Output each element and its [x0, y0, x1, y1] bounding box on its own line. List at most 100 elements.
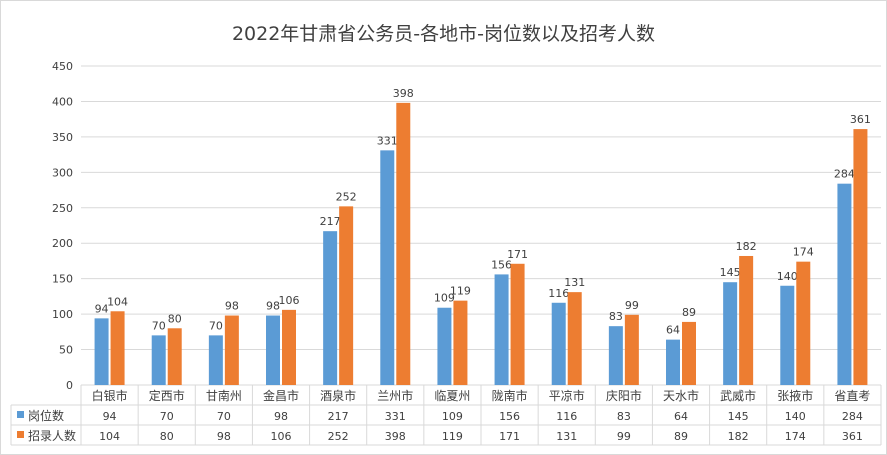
bar-recruits	[167, 328, 182, 385]
bar-positions	[323, 231, 338, 385]
table-value: 80	[160, 430, 174, 443]
bar-recruits	[510, 263, 525, 385]
bar-recruits	[224, 315, 239, 385]
y-tick-label: 400	[52, 95, 73, 108]
data-label: 94	[95, 302, 109, 315]
category-label: 陇南市	[492, 388, 528, 403]
table-value: 99	[617, 430, 631, 443]
y-tick-label: 150	[52, 273, 73, 286]
bar-positions	[780, 285, 795, 385]
category-label: 平凉市	[549, 388, 585, 403]
category-label: 白银市	[92, 388, 128, 403]
table-value: 331	[385, 410, 406, 423]
data-label: 145	[720, 266, 741, 279]
table-value: 156	[499, 410, 520, 423]
data-label: 361	[850, 113, 871, 126]
table-value: 182	[728, 430, 749, 443]
bar-recruits	[682, 321, 696, 385]
table-value: 252	[328, 430, 349, 443]
data-label: 119	[450, 285, 471, 298]
bar-positions	[551, 302, 566, 385]
data-label: 104	[107, 295, 128, 308]
data-label: 284	[834, 168, 855, 181]
category-label: 金昌市	[263, 388, 299, 403]
table-value: 171	[499, 430, 520, 443]
y-tick-label: 450	[52, 60, 73, 73]
data-label: 98	[225, 300, 239, 313]
table-value: 131	[556, 430, 577, 443]
data-label: 156	[491, 258, 512, 271]
data-label: 98	[266, 300, 280, 313]
category-label: 酒泉市	[320, 388, 356, 403]
y-tick-label: 300	[52, 166, 73, 179]
table-value: 94	[103, 410, 117, 423]
bar-positions	[380, 150, 395, 385]
bar-positions	[666, 339, 680, 385]
data-label: 106	[279, 294, 300, 307]
table-value: 119	[442, 430, 463, 443]
table-value: 64	[674, 410, 688, 423]
table-value: 106	[271, 430, 292, 443]
bar-recruits	[396, 102, 411, 386]
table-value: 83	[617, 410, 631, 423]
chart-title: 2022年甘肃省公务员-各地市-岗位数以及招考人数	[231, 23, 656, 45]
y-tick-label: 50	[59, 344, 73, 357]
data-label: 116	[548, 287, 569, 300]
data-label: 80	[168, 312, 182, 325]
bar-recruits	[739, 255, 754, 385]
bar-positions	[151, 335, 166, 385]
data-label: 64	[666, 324, 680, 337]
legend-label: 岗位数	[28, 408, 64, 423]
table-value: 116	[556, 410, 577, 423]
data-label: 109	[434, 292, 455, 305]
bar-recruits	[853, 129, 868, 385]
table-value: 145	[728, 410, 749, 423]
data-label: 70	[209, 319, 223, 332]
y-tick-label: 250	[52, 202, 73, 215]
table-value: 70	[160, 410, 174, 423]
data-label: 252	[336, 190, 357, 203]
category-label: 武威市	[720, 388, 756, 403]
category-label: 定西市	[149, 388, 185, 403]
table-value: 398	[385, 430, 406, 443]
category-label: 甘南州	[206, 388, 242, 403]
y-tick-label: 350	[52, 131, 73, 144]
table-value: 89	[674, 430, 688, 443]
category-label: 临夏州	[434, 389, 470, 403]
y-tick-label: 200	[52, 237, 73, 250]
table-value: 104	[99, 430, 120, 443]
table-value: 98	[217, 430, 231, 443]
bar-positions	[94, 318, 109, 385]
data-label: 217	[320, 215, 341, 228]
table-value: 284	[842, 410, 863, 423]
data-label: 398	[393, 87, 414, 100]
table-value: 217	[328, 410, 349, 423]
table-value: 109	[442, 410, 463, 423]
y-tick-label: 0	[66, 379, 73, 392]
table-value: 361	[842, 430, 863, 443]
y-tick-label: 100	[52, 308, 73, 321]
category-label: 兰州市	[377, 388, 413, 403]
data-label: 174	[793, 246, 814, 259]
bar-positions	[208, 335, 223, 385]
data-label: 99	[625, 299, 639, 312]
legend-swatch	[17, 431, 24, 438]
bar-recruits	[339, 206, 354, 385]
bar-recruits	[110, 311, 125, 385]
legend-swatch	[17, 411, 24, 418]
table-value: 140	[785, 410, 806, 423]
table-value: 98	[274, 410, 288, 423]
bar-recruits	[567, 292, 582, 385]
bar-positions	[723, 282, 738, 385]
bar-positions	[837, 183, 852, 385]
data-label: 89	[682, 306, 696, 319]
category-label: 天水市	[663, 388, 699, 403]
bar-recruits	[624, 314, 639, 385]
data-label: 171	[507, 248, 528, 261]
bar-recruits	[796, 261, 811, 385]
data-label: 70	[152, 319, 166, 332]
bar-positions	[266, 315, 280, 385]
data-label: 182	[736, 240, 757, 253]
